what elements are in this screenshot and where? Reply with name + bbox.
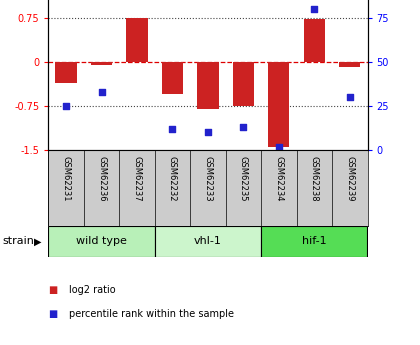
Bar [126,18,147,62]
Text: GSM62236: GSM62236 [97,156,106,202]
Point [240,125,247,130]
Text: GSM62237: GSM62237 [132,156,142,202]
Bar [233,62,254,106]
Bar [91,62,112,65]
Text: GSM62233: GSM62233 [203,156,213,202]
Bar [48,226,155,257]
Text: ■: ■ [48,309,58,319]
Text: vhl-1: vhl-1 [194,237,222,246]
Text: log2 ratio: log2 ratio [69,285,116,295]
Text: wild type: wild type [76,237,127,246]
Point [98,89,105,95]
Point [346,95,353,100]
Text: GSM62232: GSM62232 [168,156,177,201]
Text: GSM62238: GSM62238 [310,156,319,202]
Bar [162,62,183,95]
Bar [268,62,289,147]
Text: GSM62235: GSM62235 [239,156,248,201]
Bar [304,19,325,62]
Text: percentile rank within the sample: percentile rank within the sample [69,309,234,319]
Bar [55,62,77,82]
Text: GSM62234: GSM62234 [274,156,284,201]
Bar [261,226,368,257]
Bar [155,226,261,257]
Point [311,7,318,12]
Point [169,126,176,132]
Point [205,130,211,135]
Point [63,104,69,109]
Text: GSM62231: GSM62231 [62,156,71,201]
Text: GSM62239: GSM62239 [345,156,354,201]
Bar [339,62,360,67]
Text: ▶: ▶ [34,237,42,246]
Bar [197,62,218,109]
Text: strain: strain [2,237,34,246]
Text: ■: ■ [48,285,58,295]
Point [276,144,282,149]
Text: hif-1: hif-1 [302,237,327,246]
